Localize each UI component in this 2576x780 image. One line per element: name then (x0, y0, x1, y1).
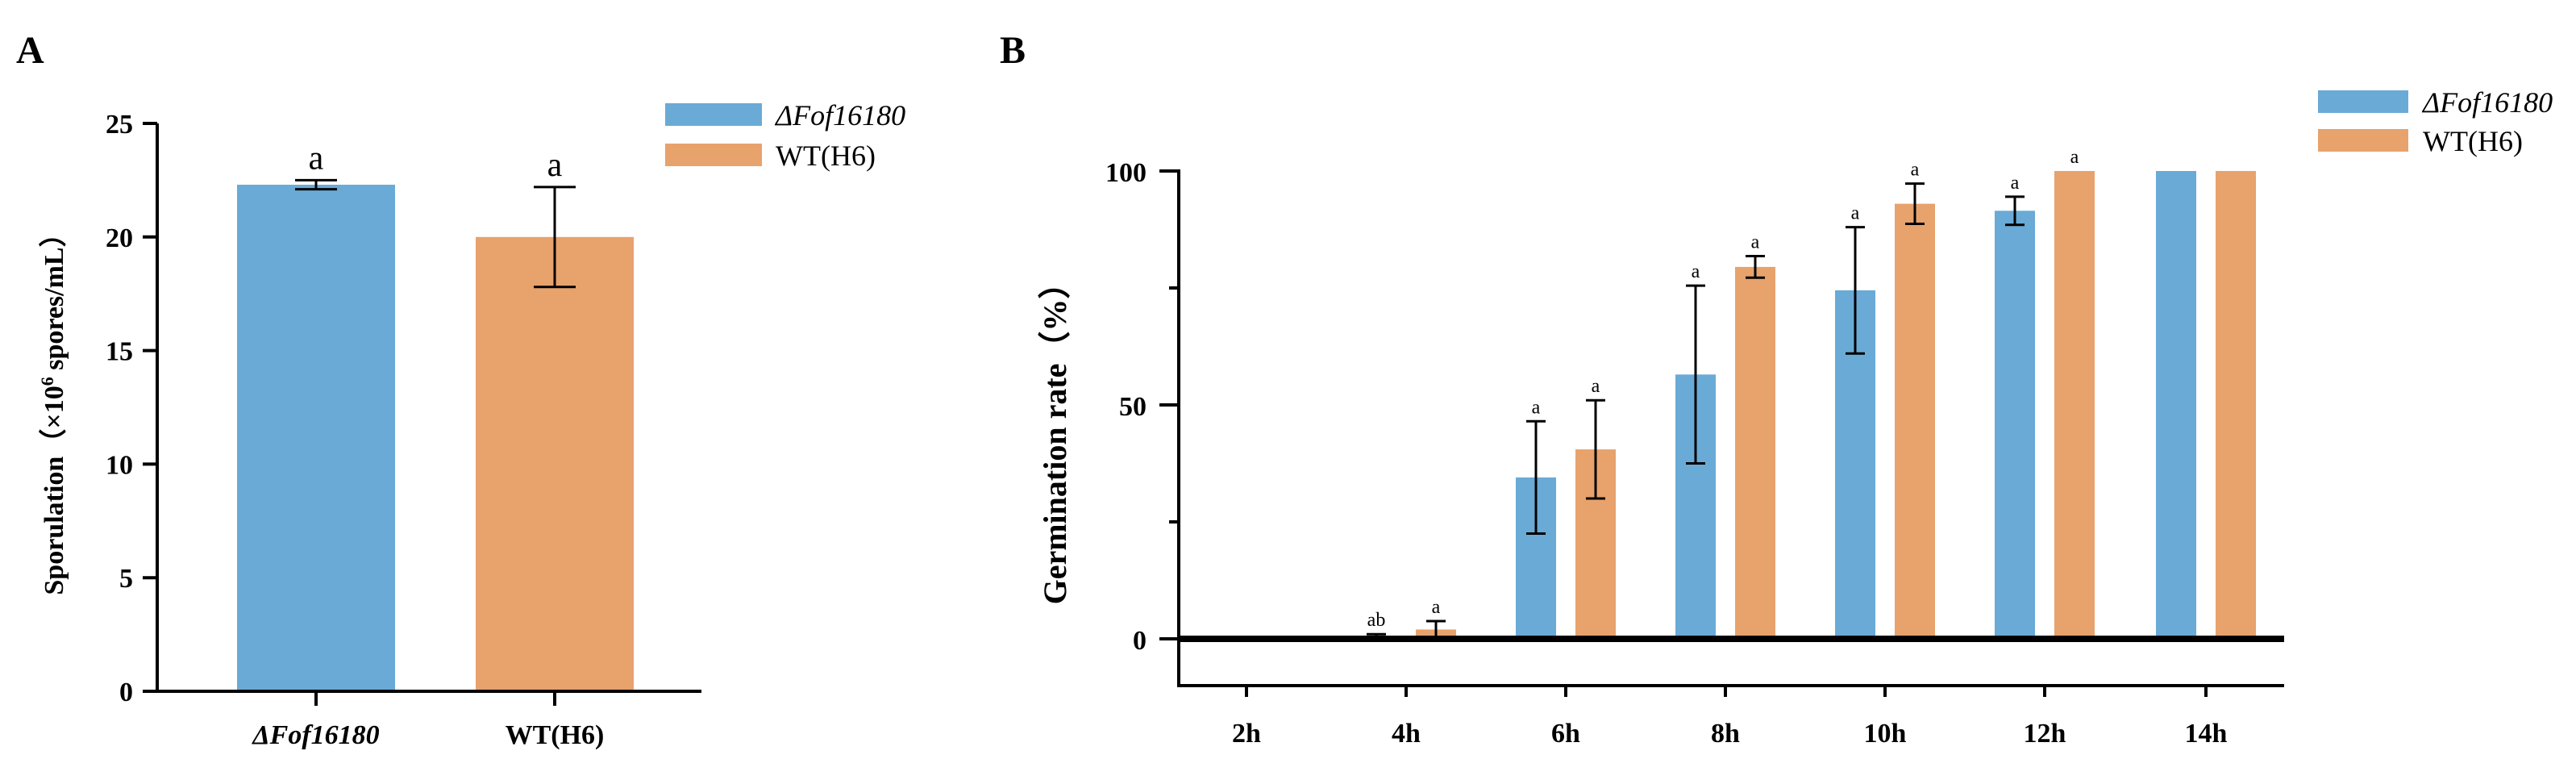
sig-label-a-mutant: a (309, 140, 324, 177)
panel-b-chart: B Germination rate（%） ab a a a a a a a a a 0 50 100… (1000, 29, 2553, 749)
bar-b-wt-14h (2216, 171, 2256, 639)
error-bar-a-mutant (295, 178, 337, 191)
bar-a-wt (476, 236, 634, 691)
panel-b-x-tick-label: 8h (1711, 719, 1740, 749)
bar-b-mutant-14h (2156, 171, 2196, 639)
panel-b-y-tick-label: 100 (1105, 158, 1147, 188)
panel-b-x-tick-label: 2h (1232, 719, 1261, 749)
legend-b-swatch-mutant (2318, 90, 2408, 113)
legend-b-label-wt: WT(H6) (2423, 125, 2523, 157)
bar-b-wt-10h (1895, 203, 1935, 640)
panel-a-y-tick-label: 5 (119, 564, 133, 594)
panel-b-y-tick-label: 50 (1119, 392, 1147, 422)
sig-label-b-mutant-8h: a (1692, 261, 1700, 282)
sig-label-b-mutant-10h: a (1851, 203, 1860, 224)
panel-b-x-tick-label: 4h (1392, 719, 1421, 749)
panel-a-y-axis-title: Sporulation（×106 spores/mL） (37, 219, 70, 594)
sig-label-b-mutant-6h: a (1532, 397, 1541, 418)
error-bar-b-mutant-12h (2005, 195, 2025, 227)
panel-b-x-tick-label: 6h (1551, 719, 1580, 749)
legend-a-label-mutant: ΔFof16180 (774, 99, 905, 131)
panel-a-letter: A (16, 29, 44, 72)
panel-a-y-tick-label: 25 (106, 110, 133, 140)
error-bar-b-wt-8h (1746, 255, 1765, 279)
sig-label-b-wt-12h: a (2070, 147, 2079, 168)
panel-b-x-tick-label: 12h (2024, 719, 2066, 749)
error-bar-b-mutant-8h (1686, 284, 1705, 465)
panel-b-y-axis-title: Germination rate（%） (1037, 267, 1073, 605)
panel-a-y-tick-label: 15 (106, 337, 133, 367)
bar-a-mutant (237, 185, 395, 692)
error-bar-b-wt-10h (1905, 182, 1925, 226)
legend-a-swatch-wt (665, 144, 762, 166)
sig-label-b-mutant-4h: ab (1367, 610, 1386, 631)
panel-b-y-tick-label: 0 (1133, 626, 1147, 656)
panel-a-legend: ΔFof16180 WT(H6) (665, 99, 905, 172)
sig-label-a-wt: a (547, 147, 563, 184)
sig-label-b-wt-6h: a (1592, 376, 1600, 397)
sig-label-b-wt-8h: a (1751, 232, 1760, 253)
sig-label-b-wt-10h: a (1911, 160, 1920, 181)
error-bar-b-mutant-6h (1526, 419, 1546, 535)
panel-b-x-tick-label: 14h (2185, 719, 2228, 749)
bar-b-wt-12h (2054, 171, 2095, 639)
bar-b-wt-8h (1735, 266, 1775, 639)
panel-a-chart: A Sporulation（×106 spores/mL） a a 0 5 10 15 2… (16, 29, 905, 750)
panel-b-letter: B (1000, 29, 1026, 72)
panel-a-x-tick-label: WT(H6) (506, 720, 605, 750)
error-bar-a-wt (534, 186, 576, 289)
legend-a-swatch-mutant (665, 103, 762, 126)
panel-a-y-tick-label: 10 (106, 450, 133, 480)
legend-b-swatch-wt (2318, 129, 2408, 152)
legend-a-label-wt: WT(H6) (776, 140, 876, 172)
legend-b-label-mutant: ΔFof16180 (2421, 86, 2553, 119)
bar-b-mutant-12h (1995, 211, 2035, 639)
error-bar-b-mutant-10h (1846, 226, 1865, 355)
sig-label-b-wt-4h: a (1432, 597, 1441, 618)
panel-a-x-tick-label: ΔFof16180 (251, 720, 379, 750)
panel-b-x-tick-label: 10h (1864, 719, 1907, 749)
sig-label-b-mutant-12h: a (2011, 173, 2020, 194)
panel-a-y-tick-label: 0 (119, 678, 133, 707)
panel-a-y-tick-label: 20 (106, 223, 133, 253)
error-bar-b-wt-6h (1586, 398, 1605, 500)
panel-b-legend: ΔFof16180 WT(H6) (2318, 86, 2553, 157)
